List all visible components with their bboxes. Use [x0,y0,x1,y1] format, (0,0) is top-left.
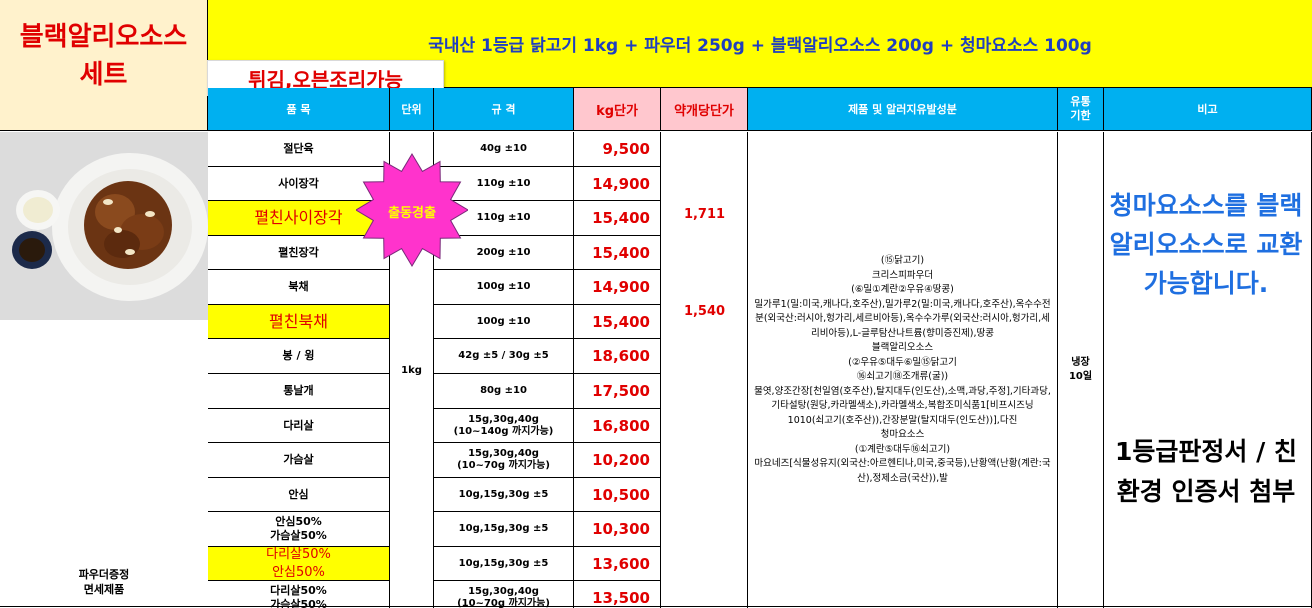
set-title: 블랙알리오소스 세트 [0,0,208,131]
row-item-name: 펼친북채 [208,305,390,339]
row-kg-price: 16,800 [574,409,661,443]
unit-value: 1kg [401,364,422,376]
header-pack-price: 약개당단가 [661,88,748,131]
certificate-note: 1등급판정서 / 친환경 인증서 첨부 [1115,437,1297,506]
row-spec: 10g,15g,30g ±5 [434,478,574,512]
chicken-dish-image [0,132,208,320]
table-bottom-border [0,606,1312,607]
star-badge: 출동경출 [355,150,469,270]
pack-price-1: 1,711 [683,207,726,222]
row-item-name: 다리살50% 가슴살50% [208,581,390,608]
header-unit: 단위 [390,88,434,131]
star-badge-text: 출동경출 [388,205,436,221]
row-item-name: 안심50% 가슴살50% [208,512,390,547]
row-kg-price: 9,500 [574,132,661,167]
row-spec: 15g,30g,40g (10~70g 까지가능) [434,443,574,478]
ingredient-line: (①계란⑤대두⑯쇠고기) [854,443,951,455]
row-kg-price: 14,900 [574,270,661,305]
row-kg-price: 10,300 [574,512,661,547]
row-spec: 10g,15g,30g ±5 [434,512,574,547]
shelf-life-cell: 냉장 10일 [1058,132,1104,608]
star-burst-icon: 출동경출 [355,153,469,267]
composition-text: 국내산 1등급 닭고기 1kg + 파우더 250g + 블랙알리오소스 200… [428,36,1092,56]
row-item-name: 북채 [208,270,390,305]
header-shelf-life: 유통 기한 [1058,88,1104,131]
row-item-name: 절단육 [208,132,390,167]
set-title-line1: 블랙알리오소스 [19,22,188,52]
row-kg-price: 10,200 [574,443,661,478]
sauce-exchange-note: 청마요소스를 블랙알리오소스로 교환 가능합니다. [1109,191,1303,298]
row-spec: 15g,30g,40g (10~140g 까지가능) [434,409,574,443]
header-ingredients: 제품 및 알러지유발성분 [748,88,1058,131]
pack-price-2: 1,540 [683,304,726,319]
ingredient-line: ⑯쇠고기⑱조개류(굴)) [856,371,949,382]
row-spec: 100g ±10 [434,270,574,305]
row-kg-price: 18,600 [574,339,661,374]
shelf-life-value: 냉장 10일 [1068,357,1093,382]
ingredient-line: (⑥밀①계란②우유④땅콩) [851,284,954,295]
ingredient-line: 크리스피파우더 [871,269,934,281]
row-spec: 110g ±10 [434,201,574,236]
ingredient-line: (⑮닭고기) [880,255,925,266]
powder-gift-note: 파우더증정 면세제품 [78,568,130,596]
row-kg-price: 13,600 [574,547,661,581]
row-spec: 40g ±10 [434,132,574,167]
pack-price-column [661,132,748,608]
row-kg-price: 15,400 [574,236,661,270]
ingredients-list: (⑮닭고기) 크리스피파우더 (⑥밀①계란②우유④땅콩) 밀가루1(밀:미국,캐나다,… [754,254,1051,486]
header-item: 품 목 [208,88,390,131]
row-kg-price: 10,500 [574,478,661,512]
unit-cell: 1kg [390,132,434,608]
row-spec: 80g ±10 [434,374,574,409]
row-kg-price: 14,900 [574,167,661,201]
row-item-name: 다리살 [208,409,390,443]
row-item-name: 안심 [208,478,390,512]
row-spec: 110g ±10 [434,167,574,201]
row-spec: 15g,30g,40g (10~70g 까지가능) [434,581,574,608]
header-kg-price: kg단가 [574,88,661,131]
ingredients-cell: (⑮닭고기) 크리스피파우더 (⑥밀①계란②우유④땅콩) 밀가루1(밀:미국,캐나다,… [748,132,1058,608]
product-photo [0,132,208,320]
row-item-name: 통날개 [208,374,390,409]
ingredient-line: 물엿,양조간장[천일염(호주산),탈지대두(인도산),소맥,과당,주정],기타과… [754,385,1051,426]
ingredient-line: 청마요소스 [880,429,925,440]
row-item-name: 펼친사이장각 [208,201,390,236]
ingredient-line: 밀가루1(밀:미국,캐나다,호주산),밀가루2(밀:미국,캐나다,호주산),옥수… [754,298,1051,339]
row-spec: 100g ±10 [434,305,574,339]
set-title-line2: 세트 [79,60,128,90]
ingredient-line: (②우유⑤대두⑥밀⑮닭고기 [848,356,957,368]
header-spec: 규 격 [434,88,574,131]
row-spec: 200g ±10 [434,236,574,270]
row-spec: 42g ±5 / 30g ±5 [434,339,574,374]
row-kg-price: 17,500 [574,374,661,409]
row-kg-price: 15,400 [574,305,661,339]
ingredient-line: 마요네즈[식물성유지(외국산:아르헨티나,미국,중국등),난황액(난황(계란:국… [754,458,1051,484]
row-kg-price: 13,500 [574,581,661,608]
row-item-name: 가슴살 [208,443,390,478]
row-item-name: 봉 / 윙 [208,339,390,374]
row-item-name: 다리살50% 안심50% [208,547,390,581]
header-note: 비고 [1104,88,1312,131]
row-kg-price: 15,400 [574,201,661,236]
ingredient-line: 블랙알리오소스 [871,342,934,353]
row-spec: 10g,15g,30g ±5 [434,547,574,581]
